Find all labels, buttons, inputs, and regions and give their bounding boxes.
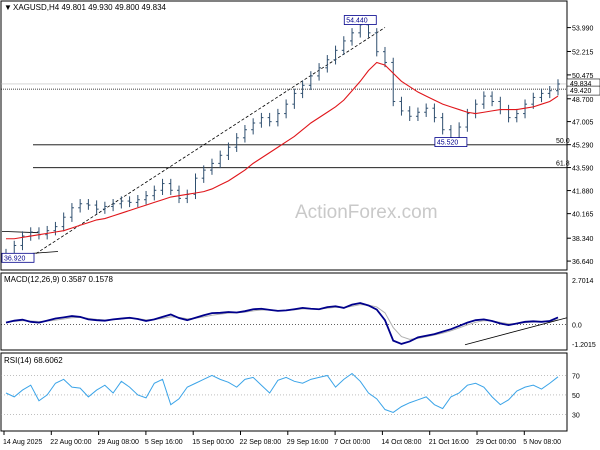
main-y-axis: 53.990 52.215 50.475 48.700 47.005 45.290 43.5… [567,26,594,266]
macd-y-label: 0.0 [572,322,582,329]
line-tag [566,85,600,96]
y-tick-label: 40.165 [572,212,594,219]
price-box [343,15,377,25]
macd-label: MACD(12,26,9) 0.3587 0.1578 [4,275,114,284]
price-box [1,252,35,263]
y-tick-label: 43.590 [572,166,594,173]
x-tick-label: 14 Aug 2025 [3,439,42,446]
main-panel [0,0,568,271]
x-tick-label: 22 Sep 08:00 [240,439,282,446]
x-tick-label: 29 Sep 16:00 [287,439,329,446]
chart-title-arrow: ▼ [4,3,12,12]
x-axis: 14 Aug 2025 22 Aug 00:00 29 Aug 08:00 5 Sep… [3,431,561,446]
x-tick-label: 7 Oct 00:00 [334,439,370,446]
y-tick-label: 38.340 [572,236,594,243]
price-box-label: 45.520 [437,140,459,147]
rsi-panel [0,352,568,432]
price-box-label: 54.440 [346,18,368,25]
price-box-label: 36.920 [4,255,26,262]
x-tick-label: 14 Oct 08:00 [381,439,421,446]
macd-panel [0,272,568,351]
x-tick-label: 29 Oct 00:00 [476,439,516,446]
x-tick-label: 5 Sep 16:00 [145,439,183,446]
rsi-y-label: 70 [572,373,580,380]
line-tag-label: 49.420 [570,88,592,95]
y-tick-label: 45.290 [572,143,594,150]
rsi-label: RSI(14) 68.6062 [4,356,63,365]
y-tick-label: 41.880 [572,189,594,196]
x-tick-label: 15 Sep 00:00 [192,439,234,446]
macd-y-label: -1.2015 [572,342,596,349]
x-tick-label: 21 Oct 16:00 [429,439,469,446]
rsi-line [5,372,559,414]
x-tick-label: 29 Aug 08:00 [98,439,139,446]
watermark: ActionForex.com [295,202,438,223]
macd-trend-line [464,317,568,346]
level-label: 61.8 [556,161,570,168]
y-tick-label: 50.475 [572,73,594,80]
macd-y-label: 2.7014 [572,278,594,285]
y-tick-label: 48.700 [572,97,594,104]
chart-title: XAGUSD,H4 49.801 49.930 49.800 49.834 [13,3,167,12]
rsi-y-label: 30 [572,412,580,419]
y-tick-label: 47.005 [572,120,594,127]
y-tick-label: 53.990 [572,26,594,33]
y-tick-label: 36.640 [572,259,594,266]
x-tick-label: 22 Aug 00:00 [50,439,91,446]
rsi-y-label: 50 [572,393,580,400]
price-box [434,137,468,147]
x-tick-label: 5 Nov 08:00 [523,439,561,446]
level-label: 50.0 [556,138,570,145]
moving-average-line [6,61,559,240]
macd-series: 2.7014 0.0 -1.2015 [1,278,596,349]
price-tag-label: 49.834 [570,81,592,88]
rsi-series: 70 50 30 [1,372,580,419]
y-tick-label: 52.215 [572,49,594,56]
macd-main-line [5,302,559,345]
